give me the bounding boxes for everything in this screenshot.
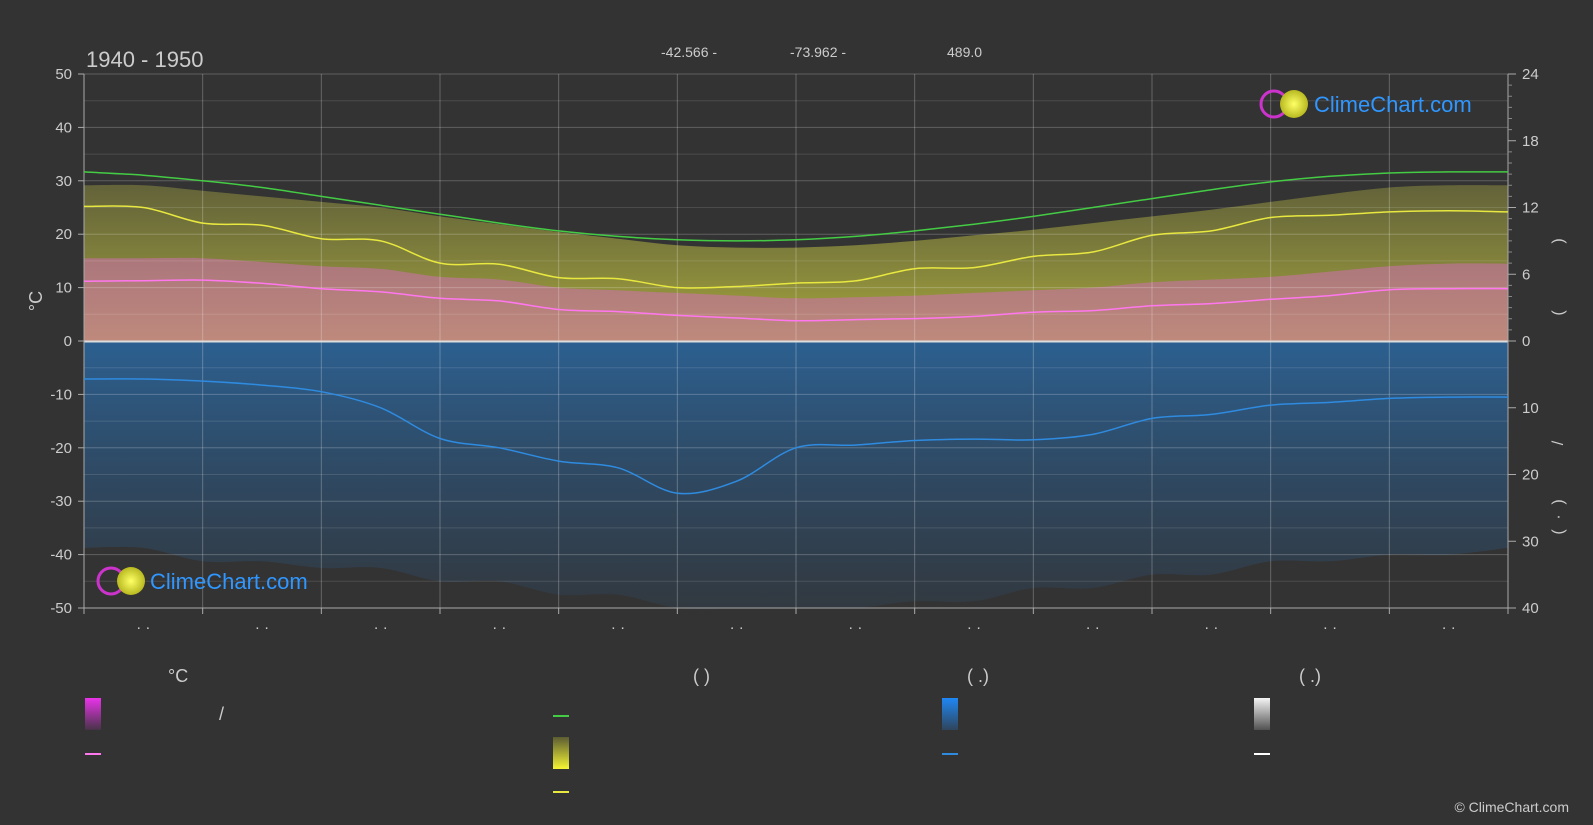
left-axis-label: °C [26,291,46,311]
axis-ticks: 50 40 30 20 10 0 -10 -20 -30 -40 -50 24 18 12 6 0 10 20 30… [50,66,1538,636]
x-tick-label: · · [611,619,625,636]
x-tick-label: · · [1204,619,1218,636]
y-right-bottom-tick-label: 30 [1522,533,1539,550]
y-left-tick-label: 50 [55,66,72,83]
right-bottom-axis-glyph-slash: / [1550,440,1567,445]
x-tick-label: · · [255,619,269,636]
watermark-top: ClimeChart.com [1259,89,1472,119]
legend-temperature-range-text: / [219,704,224,724]
y-left-tick-label: -20 [50,440,72,457]
x-tick-label: · · [136,619,150,636]
watermark-bottom-text: ClimeChart.com [150,569,308,594]
x-tick-label: · · [1323,619,1337,636]
y-right-top-tick-label: 18 [1522,133,1539,150]
legend-snow-header: ( .) [1299,666,1321,686]
right-bottom-axis-glyph-close: ) [1550,499,1567,504]
x-tick-label: · · [492,619,506,636]
mean_temp-line [83,279,1509,322]
y-right-top-tick-label: 0 [1522,333,1530,350]
y-left-tick-label: 10 [55,280,72,297]
header-elevation: 489.0 [947,44,982,60]
legend-rain-swatch [942,698,958,730]
legend-temperature-range-swatch [85,698,101,730]
logo-sun-icon [1280,90,1308,118]
y-left-tick-label: -40 [50,547,72,564]
x-tick-label: · · [1442,619,1456,636]
legend-temperature-header: °C [168,666,188,686]
y-right-bottom-tick-label: 10 [1522,400,1539,417]
right-top-axis-glyph-close: ) [1550,238,1567,243]
watermark-top-text: ClimeChart.com [1314,92,1472,117]
y-right-bottom-tick-label: 40 [1522,600,1539,617]
legend-sunshine-swatch [553,737,569,769]
x-tick-label: · · [1086,619,1100,636]
y-left-tick-label: 40 [55,119,72,136]
x-tick-label: · · [730,619,744,636]
y-right-top-tick-label: 12 [1522,200,1539,217]
legend: °C / ( ) ( .) ( .) [85,666,1321,793]
temperature-band [84,257,1508,341]
watermark-bottom: ClimeChart.com [96,566,308,596]
logo-sun-icon [117,567,145,595]
copyright: © ClimeChart.com [1454,799,1569,815]
sunshine-line [83,205,1509,289]
x-tick-label: · · [967,619,981,636]
y-left-tick-label: 0 [64,333,72,350]
legend-rain-header: ( .) [967,666,989,686]
header-longitude: -73.962 - [790,44,846,60]
right-bottom-axis-glyph-open: ( [1550,529,1567,535]
legend-snow-swatch [1254,698,1270,730]
y-left-tick-label: -50 [50,600,72,617]
y-right-top-tick-label: 24 [1522,66,1539,83]
series-lines [83,171,1509,495]
grid-lines [84,73,1508,609]
right-top-axis-glyph-open: ( [1550,310,1567,316]
precipitation-line [83,378,1509,495]
header-latitude: -42.566 - [661,44,717,60]
daylight-line [83,171,1509,242]
legend-sun-header: ( ) [693,666,710,686]
right-bottom-axis-glyph-dot: · [1550,514,1567,519]
y-left-tick-label: 20 [55,226,72,243]
x-tick-label: · · [374,619,388,636]
y-left-tick-label: -10 [50,386,72,403]
y-right-bottom-tick-label: 20 [1522,467,1539,484]
chart-title: 1940 - 1950 [86,47,203,72]
y-left-tick-label: 30 [55,173,72,190]
plot-bands [84,184,1508,609]
y-right-top-tick-label: 6 [1522,266,1530,283]
precipitation-band [84,341,1508,609]
y-left-tick-label: -30 [50,493,72,510]
x-tick-label: · · [848,619,862,636]
